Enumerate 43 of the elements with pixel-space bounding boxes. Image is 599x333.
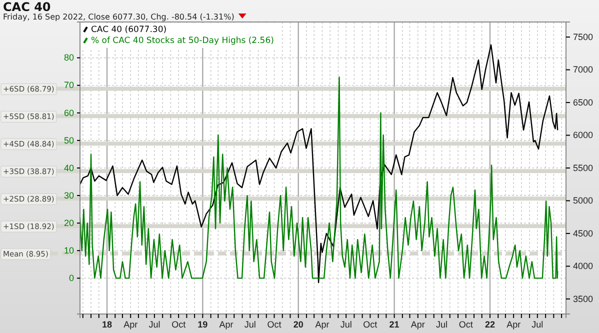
x-tick-label: Jul [532, 319, 544, 330]
x-tick-label: Jul [436, 319, 448, 330]
y-tick-label: 0 [68, 273, 74, 284]
line-series [79, 76, 558, 279]
x-tick-label: Apr [219, 319, 234, 330]
x-tick-label: 20 [293, 319, 304, 330]
x-tick-label: Apr [410, 319, 425, 330]
x-tick-label: Apr [124, 319, 138, 330]
y-tick-label: 20 [64, 218, 74, 228]
y-tick-label: 80 [64, 52, 74, 63]
x-tick-label: Jul [340, 319, 352, 330]
x-tick-label: Jul [244, 319, 256, 330]
y2-tick-label: 5000 [573, 196, 594, 206]
y2-tick-label: 4000 [573, 261, 594, 272]
chart-subtitle: Friday, 16 Sep 2022, Close 6077.30, Chg. -80.54 (-1.31%) [3, 12, 234, 22]
line-series [79, 44, 558, 284]
legend-label: CAC 40 (6077.30) [91, 25, 167, 35]
x-tick-label: 21 [389, 319, 400, 330]
x-tick-label: 22 [484, 319, 495, 330]
y-tick-label: 60 [64, 108, 74, 118]
x-tick-label: Oct [172, 319, 186, 330]
y2-tick-label: 6500 [573, 97, 594, 108]
x-tick-label: Apr [506, 319, 521, 330]
x-tick-label: 19 [198, 319, 208, 330]
x-tick-label: Oct [458, 319, 474, 330]
y2-tick-label: 4500 [573, 228, 594, 238]
x-tick-label: 18 [102, 319, 112, 330]
legend-label: % of CAC 40 Stocks at 50-Day Highs (2.56) [91, 36, 274, 46]
y-tick-label: 50 [64, 135, 74, 146]
x-tick-label: Oct [267, 319, 282, 330]
y2-tick-label: 7000 [573, 64, 594, 75]
y-tick-label: 30 [64, 190, 74, 200]
y-tick-label: 10 [64, 246, 74, 256]
x-tick-label: Jul [148, 319, 160, 330]
x-tick-label: Oct [363, 319, 378, 330]
x-tick-label: Apr [315, 319, 330, 330]
y2-tick-label: 6000 [573, 130, 594, 140]
y2-tick-label: 3500 [573, 294, 594, 304]
y-tick-label: 70 [64, 80, 74, 90]
y2-tick-label: 7500 [573, 32, 594, 42]
y2-tick-label: 5500 [573, 162, 594, 173]
y-tick-label: 40 [64, 162, 74, 173]
chart-title: CAC 40 [3, 0, 51, 14]
